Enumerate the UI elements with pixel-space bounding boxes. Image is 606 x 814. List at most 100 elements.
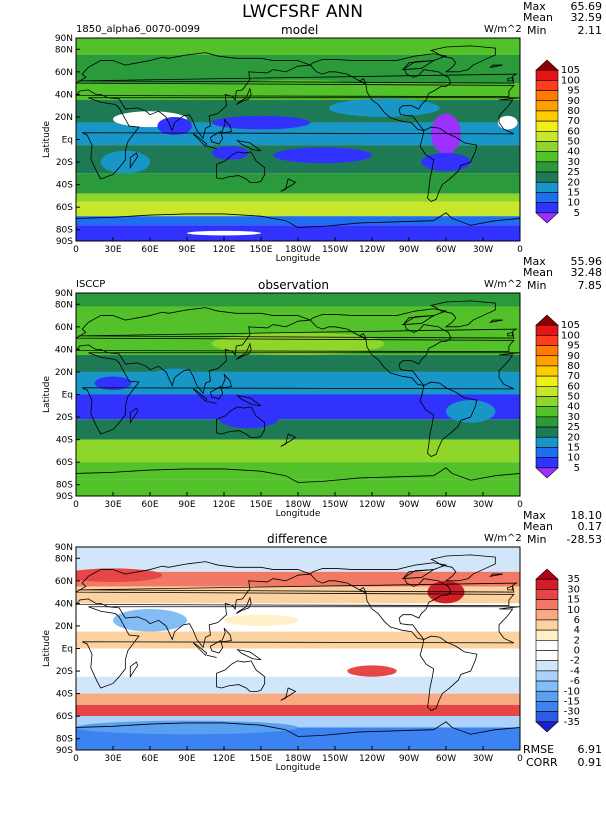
x-tick-label: 150E xyxy=(250,245,273,255)
x-tick-label: 180W xyxy=(285,754,311,764)
colorbar-cell xyxy=(535,680,559,692)
field-band xyxy=(76,193,520,202)
y-tick-label: Eq xyxy=(62,391,73,401)
y-tick-label: 60N xyxy=(55,68,73,78)
x-tick-label: 60W xyxy=(436,754,456,764)
coastline xyxy=(76,561,515,649)
colorbar-cell xyxy=(535,406,559,418)
colorbar-cell xyxy=(535,335,559,346)
units-label: W/m^2 xyxy=(484,24,522,35)
colorbar-cell xyxy=(535,711,559,723)
coastline xyxy=(358,587,367,593)
x-tick-label: 90W xyxy=(399,245,419,255)
x-tick-label: 0 xyxy=(73,500,79,510)
x-tick-label: 90W xyxy=(399,754,419,764)
colorbar-label: 40 xyxy=(567,147,580,158)
colorbar-cell xyxy=(535,80,559,91)
colorbar-label: -35 xyxy=(564,717,580,728)
coastline xyxy=(209,131,224,145)
map-field xyxy=(76,293,520,496)
coastline xyxy=(216,406,266,438)
x-tick-label: 0 xyxy=(73,245,79,255)
blue-blob xyxy=(446,400,496,423)
case-label: 1850_alpha6_0070-0099 xyxy=(76,24,201,35)
max-value: 18.10 xyxy=(570,509,603,522)
colorbar-cell xyxy=(535,141,559,152)
coastline xyxy=(280,178,297,192)
y-tick-label: 90N xyxy=(55,289,73,299)
min-value: -28.53 xyxy=(566,533,602,546)
coastline xyxy=(209,640,224,654)
panel-title: difference xyxy=(267,532,328,546)
colorbar-label: 25 xyxy=(567,167,580,178)
coastline xyxy=(206,400,217,404)
colorbar-label: -10 xyxy=(564,686,580,697)
colorbar-label: 100 xyxy=(561,330,580,341)
coastline xyxy=(236,596,252,614)
x-tick-label: 30W xyxy=(473,245,493,255)
coastline xyxy=(401,569,436,580)
coastline xyxy=(206,145,217,149)
colorbar-label: 30 xyxy=(567,584,580,595)
coastline xyxy=(429,300,496,328)
colorbar-label: 105 xyxy=(561,65,580,76)
y-tick-label: 80S xyxy=(56,735,73,745)
colorbar-label: 10 xyxy=(567,453,580,464)
coastline xyxy=(236,648,262,661)
colorbar-label: 70 xyxy=(567,371,580,382)
colorbar-label: -30 xyxy=(564,707,580,718)
colorbar-label: 10 xyxy=(567,198,580,209)
y-tick-label: 60N xyxy=(55,577,73,587)
x-axis-label: Longitude xyxy=(276,254,321,264)
mean-label: Mean xyxy=(523,520,553,533)
coastline xyxy=(129,152,139,170)
coastline xyxy=(220,118,232,134)
colorbar-cell xyxy=(535,365,559,377)
coastline xyxy=(236,394,262,407)
y-tick-label: 40S xyxy=(56,690,73,700)
colorbar-label: 35 xyxy=(567,574,580,585)
coastline xyxy=(309,308,452,387)
y-tick-label: 20S xyxy=(56,413,73,423)
coastline xyxy=(129,407,139,425)
x-tick-label: 150W xyxy=(322,245,348,255)
colorbar-cell xyxy=(535,436,559,448)
y-tick-label: 20N xyxy=(55,622,73,632)
coastline xyxy=(192,388,208,402)
x-tick-label: 120W xyxy=(359,500,385,510)
colorbar-label: 15 xyxy=(567,595,580,606)
field-band xyxy=(76,716,520,728)
purple-blob xyxy=(211,146,249,160)
y-tick-label: 60S xyxy=(56,458,73,468)
colorbar-cell xyxy=(535,457,559,469)
x-tick-label: 120E xyxy=(213,245,236,255)
colorbar-label: 4 xyxy=(574,625,580,636)
white-blob xyxy=(187,230,261,236)
colorbar-label: 90 xyxy=(567,96,580,107)
field-band xyxy=(76,201,520,217)
y-tick-label: 90S xyxy=(56,746,73,756)
field-band xyxy=(76,479,520,496)
coastline xyxy=(401,315,436,326)
colorbar-cell xyxy=(535,171,559,183)
x-tick-label: 120W xyxy=(359,245,385,255)
colorbar-cell xyxy=(535,181,559,193)
coastline xyxy=(309,53,452,132)
coastline xyxy=(358,78,367,84)
coastline xyxy=(489,573,503,577)
colorbar-label: -2 xyxy=(570,656,580,667)
coastline xyxy=(489,64,503,68)
min-label: Min xyxy=(527,279,547,292)
y-axis-label: Latitude xyxy=(42,121,52,159)
purple-blob xyxy=(211,115,311,130)
colorbar-cell xyxy=(535,59,559,71)
field-band xyxy=(76,631,520,649)
colorbar-label: 2 xyxy=(574,635,580,646)
colorbar-label: 90 xyxy=(567,351,580,362)
colorbar-cell xyxy=(535,375,559,387)
y-tick-label: 40S xyxy=(56,436,73,446)
y-tick-label: Eq xyxy=(62,645,73,655)
colorbar-cell xyxy=(535,650,559,661)
coastline xyxy=(82,352,520,435)
colorbar-label: 50 xyxy=(567,137,580,148)
